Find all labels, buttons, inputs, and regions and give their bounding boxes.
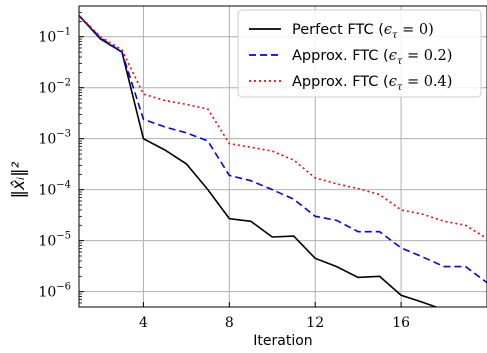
y-tick-label: 10−5 bbox=[38, 231, 71, 250]
series-line-2 bbox=[79, 14, 487, 240]
x-tick-label: 12 bbox=[306, 315, 324, 331]
series-layer bbox=[79, 14, 487, 307]
legend-label-0: Perfect FTC (ϵτ = 0) bbox=[292, 22, 434, 41]
x-tick-label: 4 bbox=[139, 315, 148, 331]
y-tick-label: 10−1 bbox=[38, 27, 71, 46]
x-tick-label: 8 bbox=[225, 315, 234, 331]
x-tick-label: 16 bbox=[392, 315, 410, 331]
series-line-0 bbox=[79, 15, 439, 307]
legend-label-2: Approx. FTC (ϵτ = 0.4) bbox=[292, 74, 452, 93]
y-tick-label: 10−2 bbox=[38, 78, 71, 97]
y-axis-label: ‖x̂ᵢ‖² bbox=[9, 161, 29, 198]
series-line-1 bbox=[79, 14, 487, 284]
x-axis-label: Iteration bbox=[253, 333, 312, 349]
plot-frame bbox=[78, 5, 487, 308]
y-tick-label: 10−6 bbox=[38, 282, 71, 301]
legend-label-1: Approx. FTC (ϵτ = 0.2) bbox=[292, 48, 452, 67]
ticks: 4 8 12 16 10−6 10−5 10−4 10−3 10−2 10−1 bbox=[38, 11, 410, 331]
legend-box bbox=[237, 9, 482, 98]
svg-text:‖x̂ᵢ‖²: ‖x̂ᵢ‖² bbox=[9, 161, 29, 198]
legend: Perfect FTC (ϵτ = 0) Approx. FTC (ϵτ = 0.… bbox=[237, 9, 482, 98]
y-tick-label: 10−3 bbox=[38, 129, 71, 148]
y-tick-label: 10−4 bbox=[38, 180, 71, 199]
